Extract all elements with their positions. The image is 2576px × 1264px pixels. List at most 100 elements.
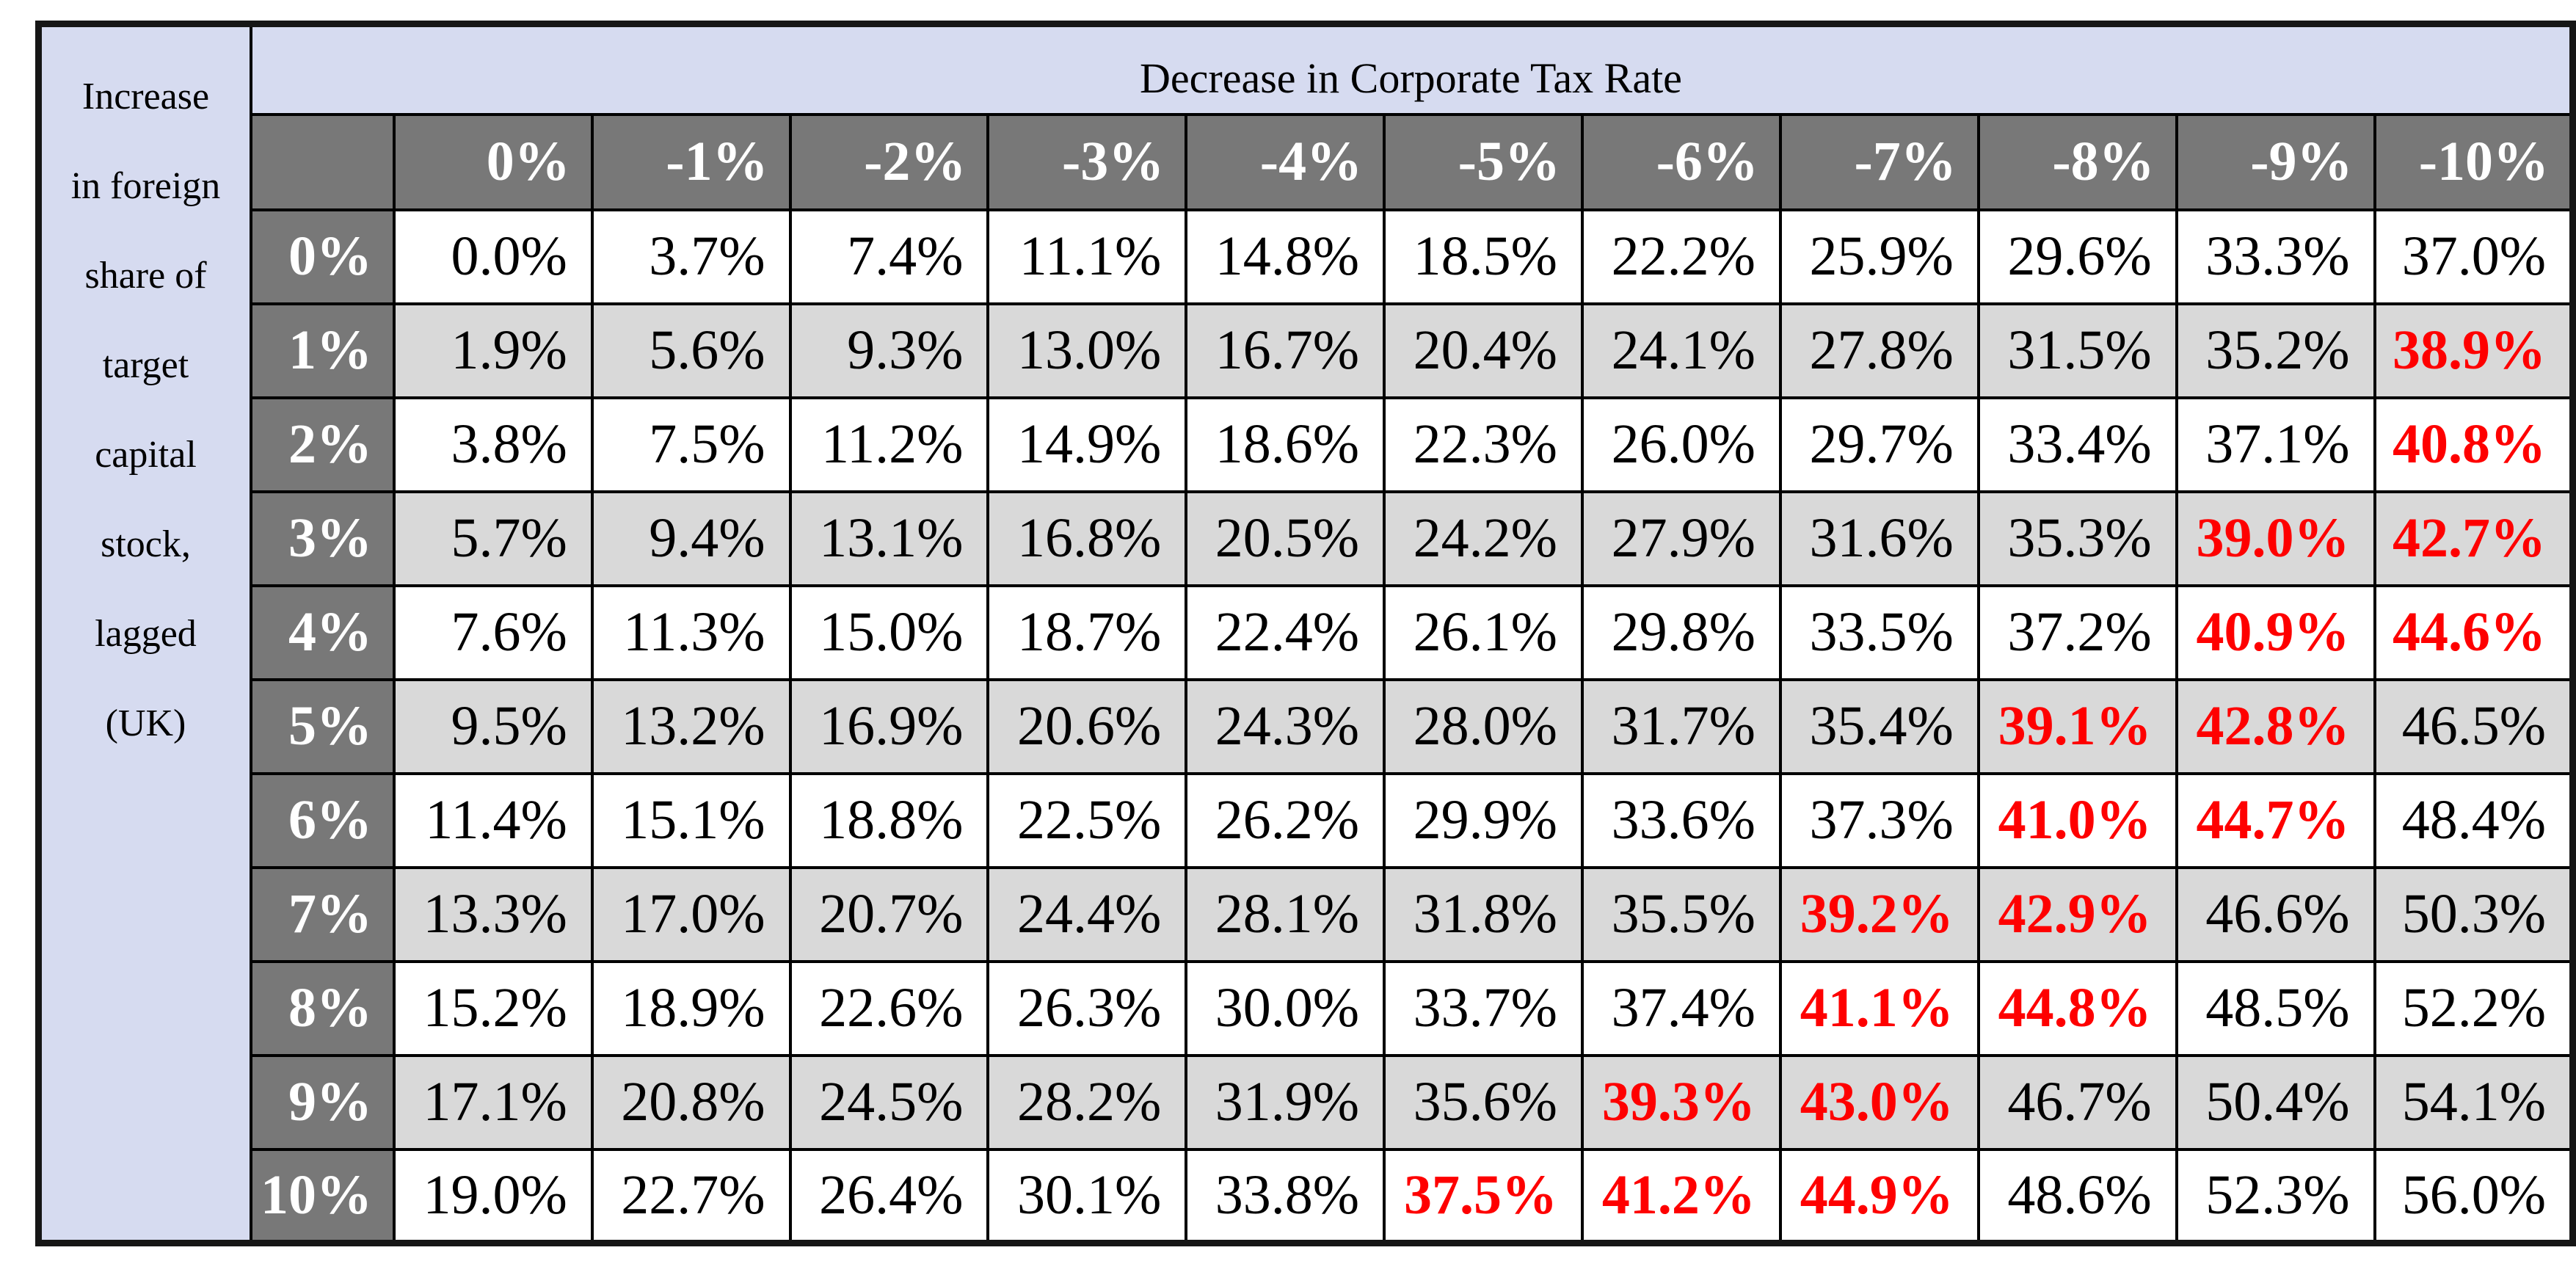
data-cell: 29.7%: [1778, 396, 1980, 493]
data-cell-highlighted: 43.0%: [1778, 1053, 1980, 1151]
data-cell: 16.8%: [986, 490, 1188, 587]
data-cell: 20.6%: [986, 678, 1188, 775]
data-cell: 16.9%: [788, 678, 990, 775]
data-cell: 33.8%: [1185, 1147, 1386, 1245]
data-cell: 29.6%: [1976, 208, 2178, 305]
column-header: -7%: [1778, 112, 1980, 211]
data-cell-highlighted: 41.1%: [1778, 959, 1980, 1057]
data-cell: 48.6%: [1976, 1147, 2178, 1245]
table-row: 0% 0.0% 3.7% 7.4% 11.1% 14.8% 18.5% 22.2% 25.9% 2…: [39, 208, 2575, 305]
data-cell: 9.5%: [392, 678, 594, 775]
data-cell: 18.7%: [986, 584, 1188, 681]
data-cell: 31.8%: [1383, 865, 1584, 963]
data-cell-highlighted: 44.8%: [1976, 959, 2178, 1057]
column-header: -9%: [2175, 112, 2376, 211]
row-header: 10%: [250, 1147, 396, 1245]
data-cell: 52.2%: [2373, 959, 2575, 1057]
data-cell: 14.9%: [986, 396, 1188, 493]
data-cell: 31.6%: [1778, 490, 1980, 587]
column-header: -2%: [788, 112, 990, 211]
data-cell: 5.6%: [590, 302, 792, 399]
data-cell: 16.7%: [1185, 302, 1386, 399]
data-cell-highlighted: 44.9%: [1778, 1147, 1980, 1245]
data-cell: 20.5%: [1185, 490, 1386, 587]
data-cell: 48.5%: [2175, 959, 2376, 1057]
sensitivity-table: Increase in foreign share of target capi…: [35, 21, 2576, 1246]
data-cell-highlighted: 44.6%: [2373, 584, 2575, 681]
data-cell: 52.3%: [2175, 1147, 2376, 1245]
data-cell: 13.3%: [392, 865, 594, 963]
data-cell: 1.9%: [392, 302, 594, 399]
data-cell-highlighted: 38.9%: [2373, 302, 2575, 399]
data-cell: 33.7%: [1383, 959, 1584, 1057]
data-cell: 31.7%: [1580, 678, 1782, 775]
data-cell: 15.0%: [788, 584, 990, 681]
column-header: -10%: [2373, 112, 2575, 211]
data-cell: 37.4%: [1580, 959, 1782, 1057]
row-header: 0%: [250, 208, 396, 305]
data-cell: 24.2%: [1383, 490, 1584, 587]
data-cell: 37.0%: [2373, 208, 2575, 305]
data-cell: 9.3%: [788, 302, 990, 399]
data-cell: 46.6%: [2175, 865, 2376, 963]
data-cell: 15.1%: [590, 771, 792, 869]
data-cell-highlighted: 42.7%: [2373, 490, 2575, 587]
row-header: 9%: [250, 1053, 396, 1151]
data-cell: 27.9%: [1580, 490, 1782, 587]
table-row: 6% 11.4% 15.1% 18.8% 22.5% 26.2% 29.9% 33.6% 37.…: [39, 771, 2575, 869]
data-cell: 28.2%: [986, 1053, 1188, 1151]
data-cell-highlighted: 37.5%: [1383, 1147, 1584, 1245]
column-header-row: 0% -1% -2% -3% -4% -5% -6% -7% -8% -9% -10%: [39, 112, 2575, 211]
data-cell: 54.1%: [2373, 1053, 2575, 1151]
row-header: 1%: [250, 302, 396, 399]
data-cell: 17.0%: [590, 865, 792, 963]
data-cell: 3.7%: [590, 208, 792, 305]
data-cell-highlighted: 42.8%: [2175, 678, 2376, 775]
data-cell-highlighted: 41.0%: [1976, 771, 2178, 869]
data-cell-highlighted: 42.9%: [1976, 865, 2178, 963]
data-cell: 46.7%: [1976, 1053, 2178, 1151]
data-cell: 33.6%: [1580, 771, 1782, 869]
data-cell: 11.1%: [986, 208, 1188, 305]
row-header: 3%: [250, 490, 396, 587]
data-cell: 29.8%: [1580, 584, 1782, 681]
data-cell: 33.4%: [1976, 396, 2178, 493]
data-cell: 7.4%: [788, 208, 990, 305]
data-cell: 13.2%: [590, 678, 792, 775]
data-cell: 50.4%: [2175, 1053, 2376, 1151]
table-row: 7% 13.3% 17.0% 20.7% 24.4% 28.1% 31.8% 35.5% 39.…: [39, 865, 2575, 963]
data-cell-highlighted: 41.2%: [1580, 1147, 1782, 1245]
table-row: 3% 5.7% 9.4% 13.1% 16.8% 20.5% 24.2% 27.9% 31.6%…: [39, 490, 2575, 587]
data-cell-highlighted: 40.8%: [2373, 396, 2575, 493]
data-cell: 24.1%: [1580, 302, 1782, 399]
data-cell: 7.6%: [392, 584, 594, 681]
data-cell: 19.0%: [392, 1147, 594, 1245]
data-cell: 37.3%: [1778, 771, 1980, 869]
table-row: 9% 17.1% 20.8% 24.5% 28.2% 31.9% 35.6% 39.3% 43.…: [39, 1053, 2575, 1151]
column-header: -8%: [1976, 112, 2178, 211]
data-cell: 26.3%: [986, 959, 1188, 1057]
data-cell: 18.8%: [788, 771, 990, 869]
table-row: 10% 19.0% 22.7% 26.4% 30.1% 33.8% 37.5% 41.2% 44…: [39, 1147, 2575, 1245]
title-row: Increase in foreign share of target capi…: [37, 22, 2575, 1245]
data-cell: 20.7%: [788, 865, 990, 963]
data-cell: 29.9%: [1383, 771, 1584, 869]
data-cell: 9.4%: [590, 490, 792, 587]
data-cell: 7.5%: [590, 396, 792, 493]
row-header: 5%: [250, 678, 396, 775]
data-cell: 27.8%: [1778, 302, 1980, 399]
column-header: -1%: [590, 112, 792, 211]
data-cell: 48.4%: [2373, 771, 2575, 869]
data-cell: 20.4%: [1383, 302, 1584, 399]
data-cell: 22.5%: [986, 771, 1188, 869]
corner-header-cell: [250, 112, 396, 211]
data-cell-highlighted: 40.9%: [2175, 584, 2376, 681]
data-cell: 5.7%: [392, 490, 594, 587]
data-cell: 26.4%: [788, 1147, 990, 1245]
data-cell: 30.0%: [1185, 959, 1386, 1057]
data-cell: 30.1%: [986, 1147, 1188, 1245]
column-header: 0%: [392, 112, 594, 211]
data-cell: 35.4%: [1778, 678, 1980, 775]
data-cell: 50.3%: [2373, 865, 2575, 963]
